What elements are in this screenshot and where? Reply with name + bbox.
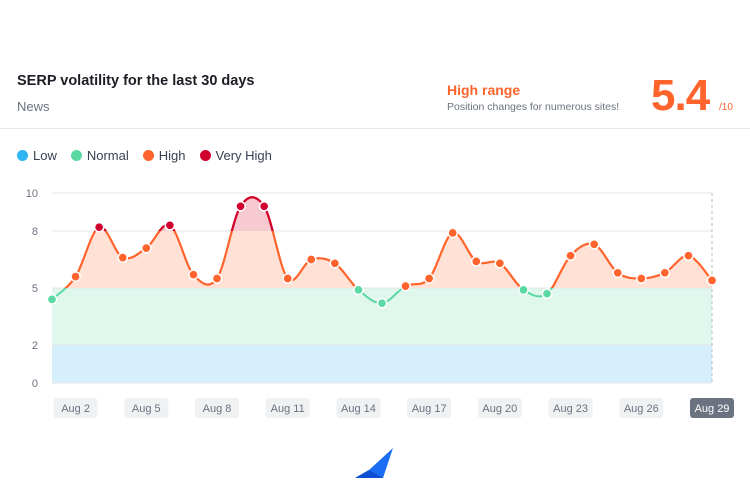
data-point[interactable]	[188, 269, 199, 281]
chart-legend: Low Normal High Very High	[17, 148, 272, 163]
data-point[interactable]	[706, 275, 718, 286]
data-point[interactable]	[258, 200, 270, 212]
x-tick-pill	[477, 398, 522, 418]
data-point[interactable]	[329, 257, 341, 269]
x-tick-pill	[124, 398, 169, 418]
x-tick-label: Aug 20	[482, 403, 517, 415]
x-tick-pill	[265, 398, 310, 418]
data-point[interactable]	[305, 254, 317, 265]
data-point[interactable]	[282, 273, 294, 284]
x-tick-pill	[690, 398, 734, 418]
legend-dot-icon	[199, 150, 211, 161]
legend-item-low[interactable]: Low	[17, 148, 57, 163]
x-tick-pill	[619, 398, 664, 418]
x-tick-label: Aug 2	[61, 403, 90, 415]
y-tick-label: 8	[32, 226, 38, 238]
data-point[interactable]	[46, 294, 58, 305]
data-point[interactable]	[518, 284, 529, 296]
data-point[interactable]	[423, 273, 435, 284]
legend-dot-icon	[70, 150, 82, 161]
x-tick-pill	[195, 398, 239, 418]
band-low	[52, 345, 712, 383]
data-point[interactable]	[70, 271, 81, 282]
x-tick-label: Aug 26	[624, 403, 659, 415]
data-point[interactable]	[635, 273, 647, 284]
range-description: Position changes for numerous sites!	[447, 101, 620, 113]
legend-dot-icon	[17, 150, 28, 161]
chart-subtitle: News	[17, 99, 50, 114]
legend-item-normal[interactable]: Normal	[70, 148, 129, 163]
x-tick-pill	[548, 398, 593, 418]
legend-label: High	[158, 148, 186, 163]
data-point[interactable]	[353, 284, 364, 296]
x-tick-pill	[407, 398, 452, 418]
data-point[interactable]	[470, 256, 482, 267]
volatility-score: 5.4	[651, 71, 710, 120]
data-point[interactable]	[117, 252, 129, 263]
x-tick-label: Aug 14	[341, 403, 376, 415]
data-point[interactable]	[211, 273, 223, 284]
y-tick-label: 2	[32, 340, 38, 352]
legend-label: Normal	[86, 148, 129, 163]
band-normal	[52, 288, 712, 345]
x-tick-pill	[53, 398, 98, 418]
data-point[interactable]	[565, 250, 576, 262]
volatility-score-max: /10	[719, 102, 733, 113]
y-tick-label: 10	[26, 188, 38, 200]
y-tick-label: 0	[32, 378, 38, 390]
data-point[interactable]	[400, 280, 411, 292]
legend-dot-icon	[142, 150, 154, 161]
data-point[interactable]	[541, 288, 553, 300]
semrush-check-logo-icon	[355, 448, 393, 478]
chart-header: SERP volatility for the last 30 days New…	[0, 0, 750, 129]
x-tick-label: Aug 29	[695, 403, 730, 415]
legend-item-high[interactable]: High	[142, 148, 186, 163]
x-tick-label: Aug 17	[412, 403, 447, 415]
chart-title: SERP volatility for the last 30 days	[17, 73, 255, 89]
y-tick-label: 5	[32, 283, 38, 295]
data-point[interactable]	[376, 297, 388, 309]
range-label: High range	[447, 82, 521, 98]
legend-item-very-high[interactable]: Very High	[199, 148, 272, 163]
legend-label: Very High	[215, 148, 272, 163]
x-tick-label: Aug 23	[553, 403, 588, 415]
data-point[interactable]	[164, 219, 176, 231]
legend-label: Low	[33, 148, 57, 163]
series-line-very-high	[94, 196, 274, 231]
x-tick-label: Aug 5	[132, 403, 161, 415]
data-point[interactable]	[93, 221, 105, 233]
x-tick-label: Aug 8	[203, 403, 232, 415]
data-point[interactable]	[447, 227, 459, 239]
x-tick-label: Aug 11	[271, 403, 305, 415]
data-point[interactable]	[588, 238, 600, 250]
x-tick-pill	[336, 398, 381, 418]
data-point[interactable]	[612, 267, 624, 279]
data-point[interactable]	[683, 250, 694, 262]
data-point[interactable]	[659, 267, 671, 279]
data-point[interactable]	[140, 242, 152, 254]
data-point[interactable]	[494, 257, 506, 269]
volatility-chart: 0 2 5 8 10 Aug 2 Aug 5 Aug 8 Aug 11 Aug 14 Aug 17 A…	[26, 188, 734, 418]
data-point[interactable]	[235, 200, 246, 212]
